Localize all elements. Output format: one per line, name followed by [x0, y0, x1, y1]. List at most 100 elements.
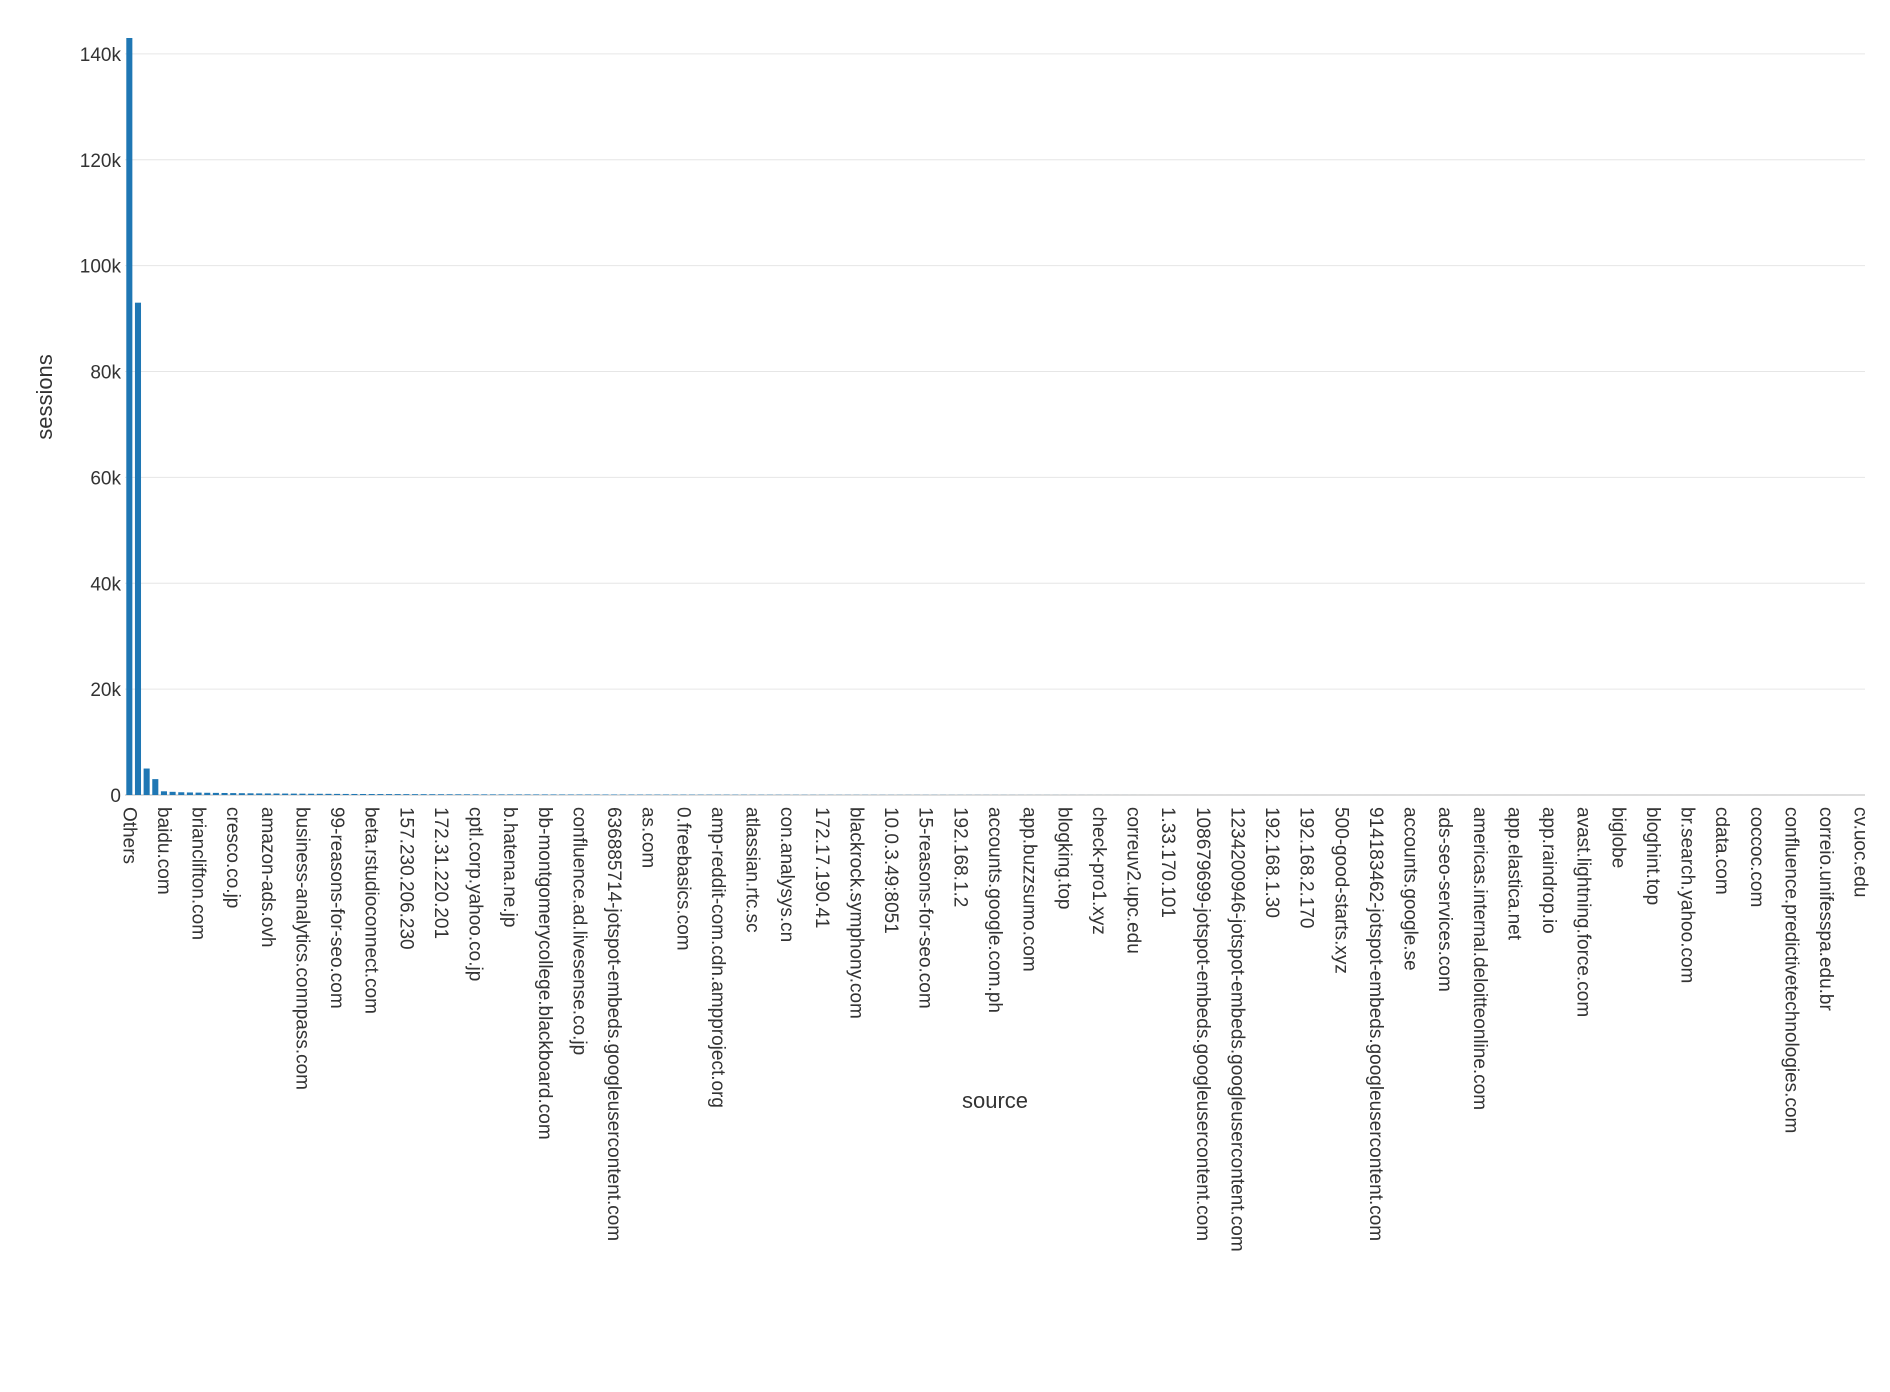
x-tick-label: 10.0.3.49:8051: [880, 807, 901, 934]
x-tick-label: app.raindrop.io: [1538, 807, 1559, 934]
bar: [394, 794, 401, 795]
x-tick-label: accounts.google.se: [1400, 807, 1421, 971]
y-tick-label: 60k: [90, 468, 121, 489]
bar: [212, 792, 219, 795]
x-tick-label: 172.17.190.41: [811, 807, 832, 929]
bar: [455, 794, 462, 795]
bar: [178, 792, 185, 795]
y-tick-label: 80k: [90, 363, 121, 384]
bar: [264, 793, 271, 795]
bar: [550, 794, 557, 795]
bar: [360, 793, 367, 795]
bar: [351, 793, 358, 795]
x-tick-label: 636885714-jotspot-embeds.googleuserconte…: [603, 807, 624, 1241]
bar: [126, 38, 133, 795]
x-tick-label: 15-reasons-for-seo.com: [915, 807, 936, 1009]
x-tick-label: correio.unifesspa.edu.br: [1815, 807, 1836, 1012]
bar: [282, 793, 289, 795]
x-tick-label: americas.internal.deloitteonline.com: [1469, 807, 1490, 1110]
x-tick-label: Others: [118, 807, 139, 864]
x-tick-label: 192.168.2.170: [1296, 807, 1317, 929]
x-tick-label: 1.33.170.101: [1157, 807, 1178, 918]
x-tick-label: cptl.corp.yahoo.co.jp: [465, 807, 486, 981]
x-tick-label: bb-montgomerycollege.blackboard.com: [534, 807, 555, 1140]
bar: [143, 768, 150, 795]
bar: [334, 793, 341, 795]
bar: [273, 793, 280, 795]
x-tick-label: 108679699-jotspot-embeds.googleuserconte…: [1192, 807, 1213, 1241]
bar: [489, 794, 496, 795]
bar: [446, 794, 453, 795]
x-tick-label: brianclifton.com: [188, 807, 209, 940]
x-tick-label: 172.31.220.201: [430, 807, 451, 939]
x-axis-label: source: [962, 1088, 1028, 1113]
bar: [429, 794, 436, 795]
x-tick-label: confluence.predictivetechnologies.com: [1780, 807, 1801, 1133]
bar: [195, 792, 202, 795]
x-tick-label: cdata.com: [1711, 807, 1732, 895]
x-tick-label: con.analysys.cn: [776, 807, 797, 942]
x-tick-label: avast.lightning.force.com: [1573, 807, 1594, 1017]
bar: [515, 794, 522, 795]
x-tick-label: 192.168.1.30: [1261, 807, 1282, 918]
y-tick-label: 100k: [80, 257, 122, 278]
bar: [368, 794, 375, 795]
x-tick-label: ads-seo-services.com: [1434, 807, 1455, 992]
x-tick-label: 157.230.206.230: [395, 807, 416, 950]
x-tick-label: blackrock.symphony.com: [845, 807, 866, 1019]
x-tick-label: 99-reasons-for-seo.com: [326, 807, 347, 1009]
bar: [160, 791, 167, 795]
x-tick-label: check-pro1.xyz: [1088, 807, 1109, 935]
bar: [403, 794, 410, 795]
x-tick-label: cresco.co.jp: [222, 807, 243, 908]
x-tick-label: atlassian.rtc.sc: [742, 807, 763, 933]
bar: [238, 793, 245, 795]
bar: [290, 793, 297, 795]
bar: [204, 792, 211, 795]
x-tick-label: baidu.com: [153, 807, 174, 895]
x-tick-label: b.hatena.ne.jp: [499, 807, 520, 927]
bar: [299, 793, 306, 795]
bar: [420, 794, 427, 795]
y-tick-label: 20k: [90, 680, 121, 701]
bar: [481, 794, 488, 795]
x-tick-label: 0.freebasics.com: [672, 807, 693, 951]
y-axis-label: sessions: [32, 354, 57, 440]
x-tick-label: amp-reddit-com.cdn.ampproject.org: [707, 807, 728, 1108]
bar: [256, 793, 263, 795]
bar: [342, 793, 349, 795]
y-tick-label: 120k: [80, 151, 122, 172]
bar: [585, 794, 592, 795]
y-tick-label: 140k: [80, 45, 122, 66]
bar: [567, 794, 574, 795]
x-tick-label: blogking.top: [1053, 807, 1074, 909]
bar: [437, 794, 444, 795]
x-tick-label: app.buzzsumo.com: [1019, 807, 1040, 972]
x-tick-label: amazon-ads.ovh: [257, 807, 278, 947]
bar: [230, 793, 237, 795]
x-tick-label: accounts.google.com.ph: [984, 807, 1005, 1013]
x-tick-label: confluence.ad.livesense.co.jp: [568, 807, 589, 1055]
bar: [507, 794, 514, 795]
bar: [247, 793, 254, 795]
bar: [221, 792, 228, 795]
bar: [169, 791, 176, 795]
bar: [559, 794, 566, 795]
x-tick-label: app.elastica.net: [1503, 807, 1524, 941]
bar: [524, 794, 531, 795]
bar: [316, 793, 323, 795]
bar: [576, 794, 583, 795]
bar: [411, 794, 419, 795]
x-tick-label: bloghint.top: [1642, 807, 1663, 905]
bar: [186, 792, 193, 795]
x-tick-label: beta.rstudioconnect.com: [361, 807, 382, 1014]
x-tick-label: business-analytics.connpass.com: [291, 807, 312, 1090]
x-tick-label: biglobe: [1607, 807, 1628, 868]
bar: [134, 302, 142, 795]
x-tick-label: cv.uoc.edu: [1850, 807, 1871, 897]
bar: [325, 793, 332, 795]
bar: [386, 794, 393, 795]
x-tick-label: 192.168.1.2: [949, 807, 970, 907]
bar: [533, 794, 540, 795]
